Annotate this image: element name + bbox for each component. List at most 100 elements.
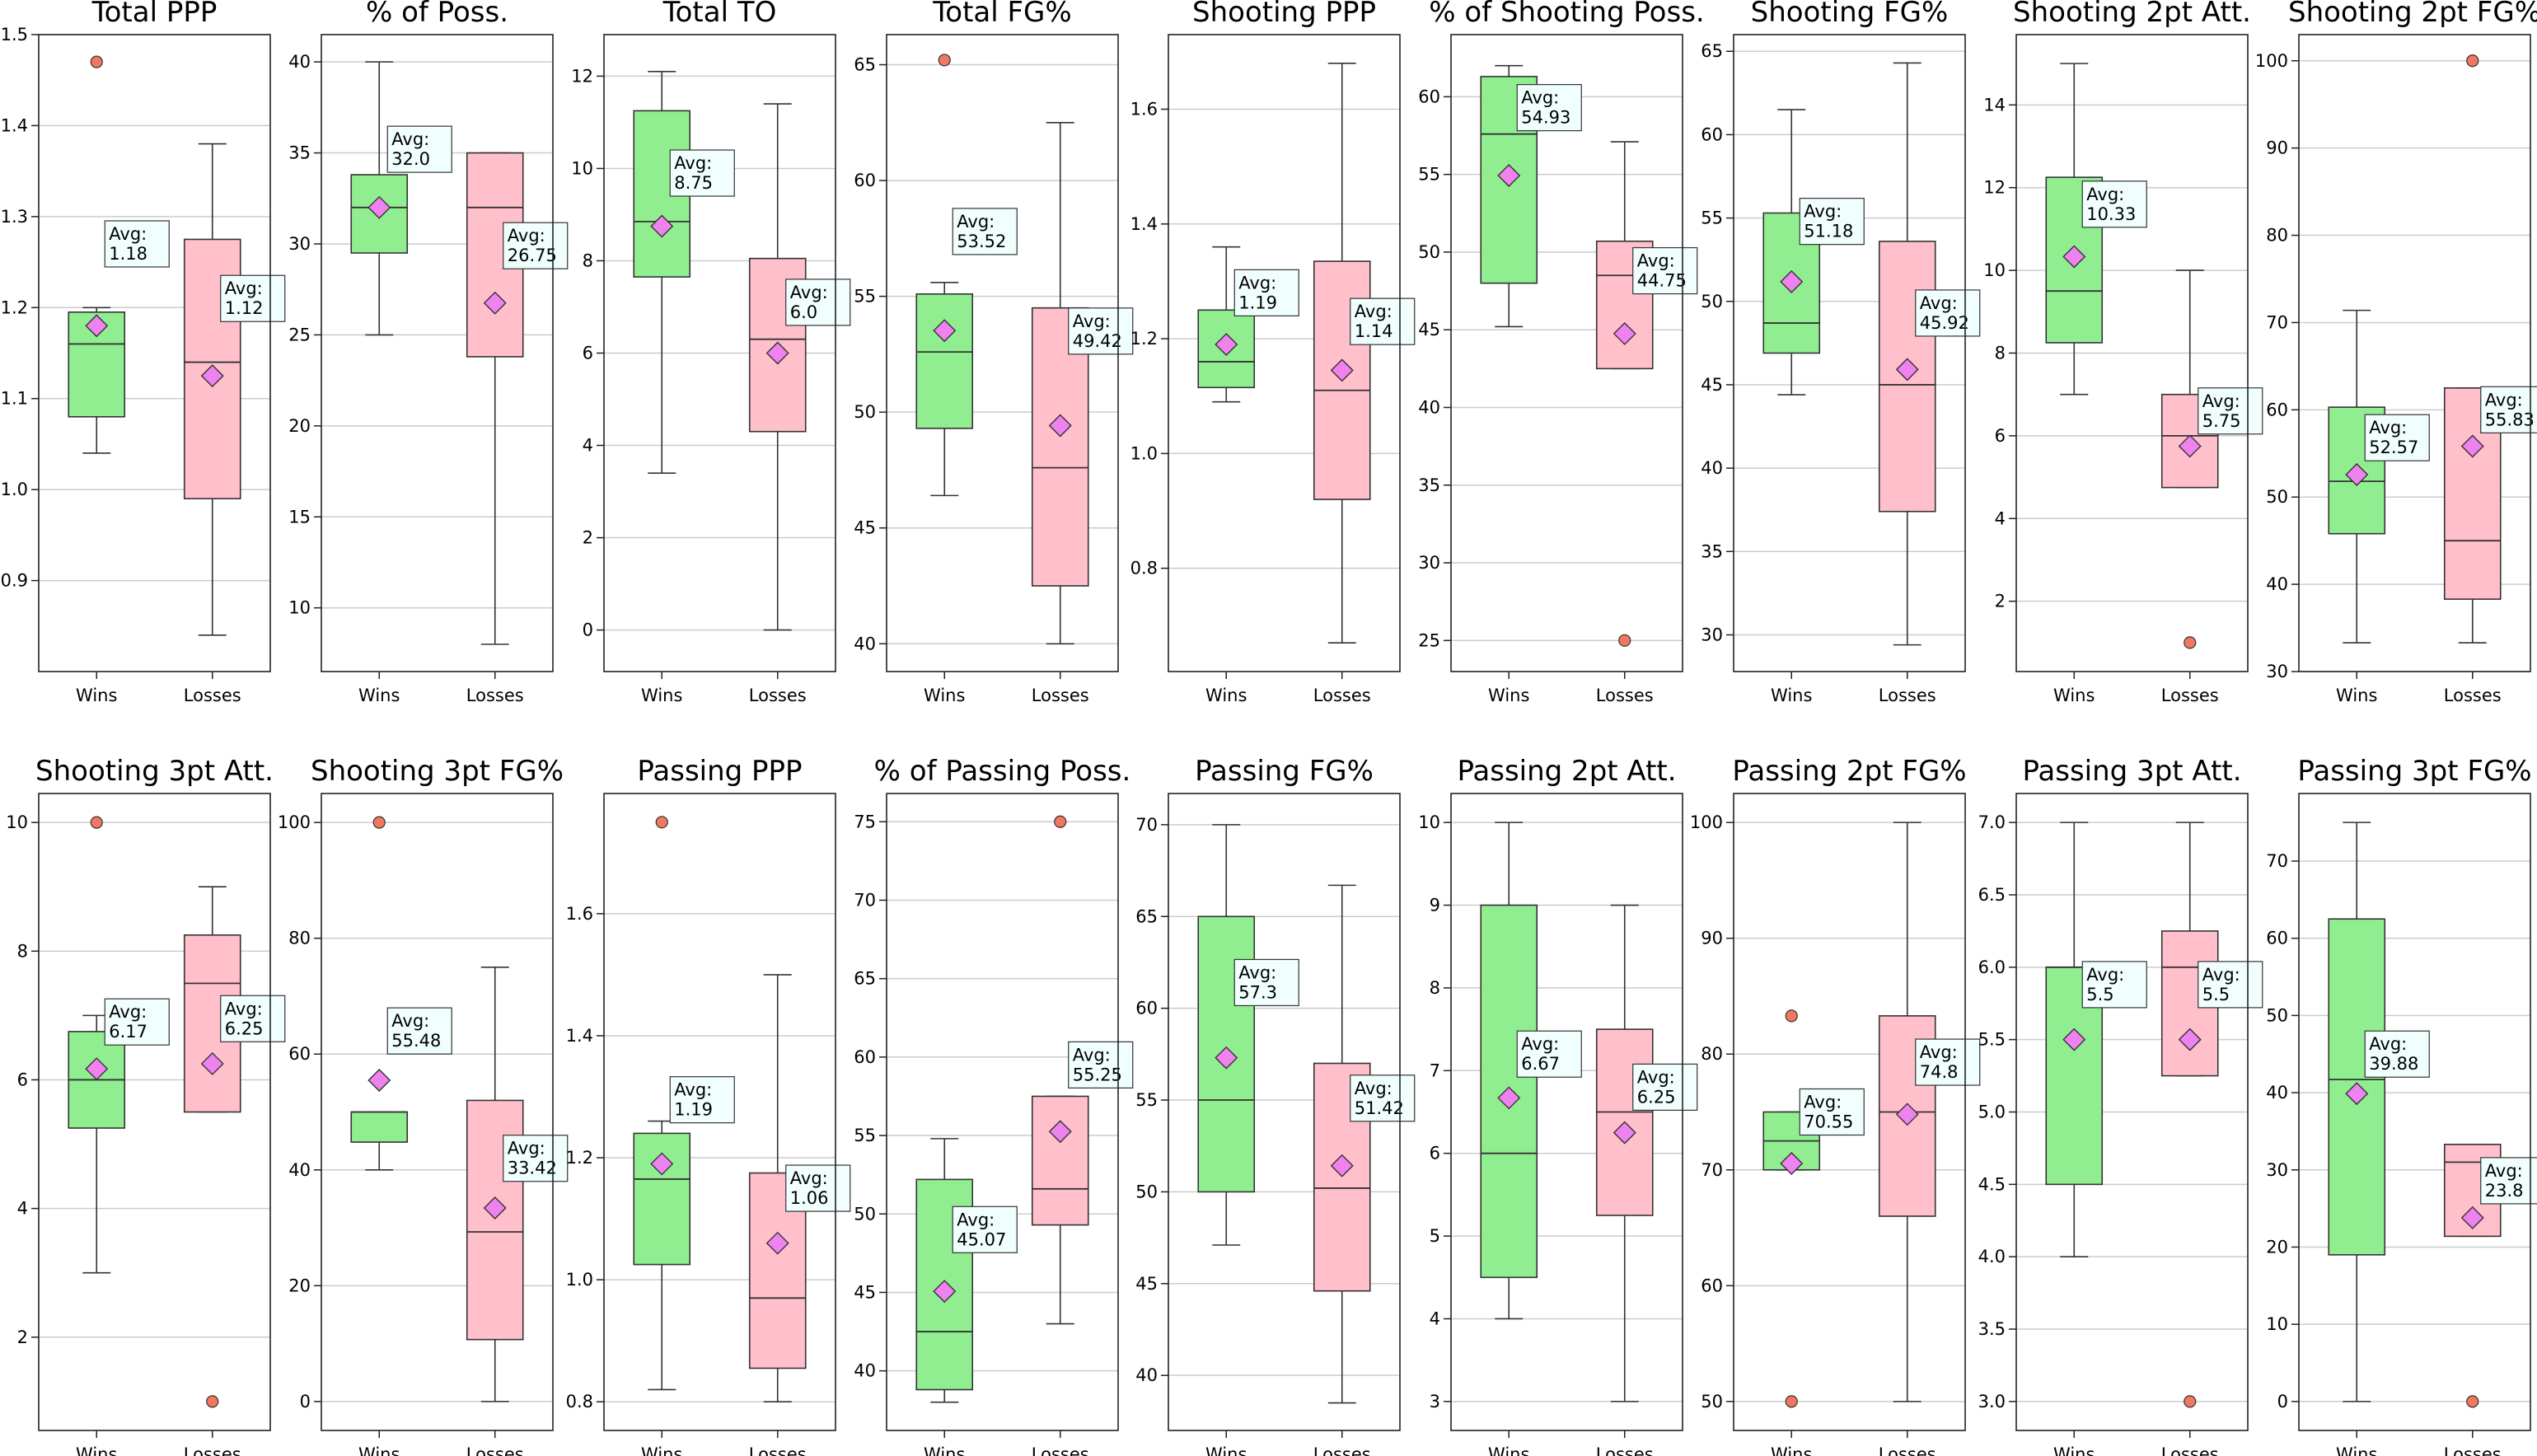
outlier-point [655,816,668,829]
y-tick-label: 1.0 [1130,443,1158,463]
mean-marker [2178,434,2202,458]
axes-frame [886,793,1119,1431]
y-tick-label: 70 [854,890,876,910]
avg-annotation-box [2480,1157,2537,1205]
box-wins: Avg: 6.17 [68,816,170,1274]
avg-annotation-box [2364,414,2430,461]
y-tick-label: 35 [1701,541,1723,561]
avg-annotation: Avg: 51.42 [1350,1074,1416,1122]
avg-annotation-text: Avg: 5.5 [2202,965,2240,1004]
chart-panel: % of Passing Poss. 40 45 50 55 60 65 70 75 Wins Lo… [854,755,1134,1456]
avg-annotation: Avg: 5.5 [2081,961,2147,1009]
x-tick-label: Wins [1205,1444,1247,1456]
mean-marker [1780,269,1804,293]
y-tick-label: 50 [854,1204,876,1224]
avg-annotation-text: Avg: 55.25 [1073,1045,1122,1084]
avg-annotation-text: Avg: 1.19 [1238,273,1277,312]
y-tick-label: 65 [854,969,876,989]
chart-title: Passing 2pt Att. [1457,755,1676,788]
avg-annotation: Avg: 45.92 [1915,289,1981,337]
avg-annotation: Avg: 6.17 [104,998,170,1046]
chart-panel: Total TO 0 2 4 6 8 10 12 Wins Losses Avg: 8.75 Avg: 6… [571,0,851,705]
iqr-box [350,1111,409,1143]
y-tick-label: 3 [1430,1392,1440,1412]
chart-panel: Shooting 2pt FG% 30 40 50 60 70 80 90 100 Wins Los… [2255,0,2537,705]
axes-frame [2298,34,2531,672]
axes-frame [321,793,554,1431]
avg-annotation-text: Avg: 51.18 [1804,202,1853,241]
y-tick-label: 65 [854,55,876,75]
outlier-point [206,1395,219,1408]
y-tick-label: 65 [1701,41,1723,61]
avg-annotation: Avg: 6.25 [220,995,286,1042]
avg-annotation-box [952,1206,1018,1253]
chart-title: Passing 2pt FG% [1732,755,1966,788]
mean-marker [1613,1121,1636,1145]
avg-annotation-box [669,1076,735,1124]
y-tick-label: 100 [2255,51,2288,71]
y-tick-label: 0.8 [1130,559,1158,578]
avg-annotation: Avg: 45.07 [952,1206,1018,1253]
avg-annotation-box [104,998,170,1046]
chart-panel: Shooting PPP 0.8 1.0 1.2 1.4 1.6 Wins Losses Avg… [1130,0,1416,705]
x-tick-label: Losses [749,686,807,705]
avg-annotation: Avg: 1.14 [1350,297,1416,345]
avg-annotation-text: Avg: 1.19 [674,1080,713,1120]
mean-marker [1048,1120,1072,1144]
y-tick-label: 50 [1418,242,1440,262]
x-tick-label: Losses [2161,686,2219,705]
y-tick-label: 15 [288,507,311,527]
y-tick-label: 25 [288,325,311,344]
outlier-point [1785,1395,1798,1408]
y-tick-label: 1.4 [1,115,28,135]
avg-annotation-text: Avg: 49.42 [1073,311,1122,351]
mean-marker [1330,1154,1354,1177]
chart-panel: Passing 2pt FG% 50 60 70 80 90 100 Wins Losses Av… [1690,755,1981,1456]
y-tick-label: 3.5 [1978,1319,2006,1339]
box-wins: Avg: 53.52 [915,54,1018,497]
y-tick-label: 45 [1135,1274,1158,1294]
x-tick-label: Losses [1313,1444,1371,1456]
y-tick-label: 100 [1690,812,1723,832]
avg-annotation-box [1350,297,1416,345]
y-tick-label: 50 [2266,1005,2288,1025]
box-wins: Avg: 32.0 [350,61,452,336]
y-tick-label: 60 [288,1044,311,1064]
outlier-point [1618,634,1631,647]
y-tick-label: 35 [1418,475,1440,495]
mean-marker [1497,164,1521,187]
box-losses: Avg: 1.12 [183,143,286,636]
mean-marker [483,1196,507,1220]
y-tick-label: 6 [583,344,593,363]
y-tick-label: 40 [1135,1365,1158,1385]
avg-annotation: Avg: 26.75 [503,222,569,269]
y-tick-label: 30 [1701,625,1723,644]
avg-annotation-box [503,222,569,269]
y-tick-label: 3.0 [1978,1392,2006,1412]
outlier-point [372,816,386,829]
y-tick-label: 2 [583,528,593,548]
axes-frame [38,793,271,1431]
avg-annotation: Avg: 5.75 [2198,387,2263,435]
y-tick-label: 6 [1430,1144,1440,1163]
mean-marker [85,1057,109,1081]
y-tick-label: 70 [1135,815,1158,835]
x-tick-label: Losses [1032,1444,1089,1456]
box-wins: Avg: 10.33 [2045,63,2147,396]
mean-marker [2345,463,2369,486]
axes-frame [1450,34,1683,672]
outlier-point [90,816,103,829]
y-tick-label: 100 [278,812,311,832]
y-tick-label: 0 [583,620,593,640]
axes-frame [2298,793,2531,1431]
avg-annotation: Avg: 55.48 [386,1007,452,1055]
avg-annotation-box [1915,1038,1981,1086]
avg-annotation-box [1632,246,1698,295]
outlier-point [2184,1395,2197,1408]
y-tick-label: 1.2 [1130,329,1158,349]
x-tick-label: Wins [1488,686,1529,705]
avg-annotation-box [1233,958,1299,1007]
avg-annotation-text: Avg: 5.5 [2086,965,2124,1004]
y-tick-label: 8 [583,250,593,270]
box-losses: Avg: 74.8 [1878,822,1981,1402]
